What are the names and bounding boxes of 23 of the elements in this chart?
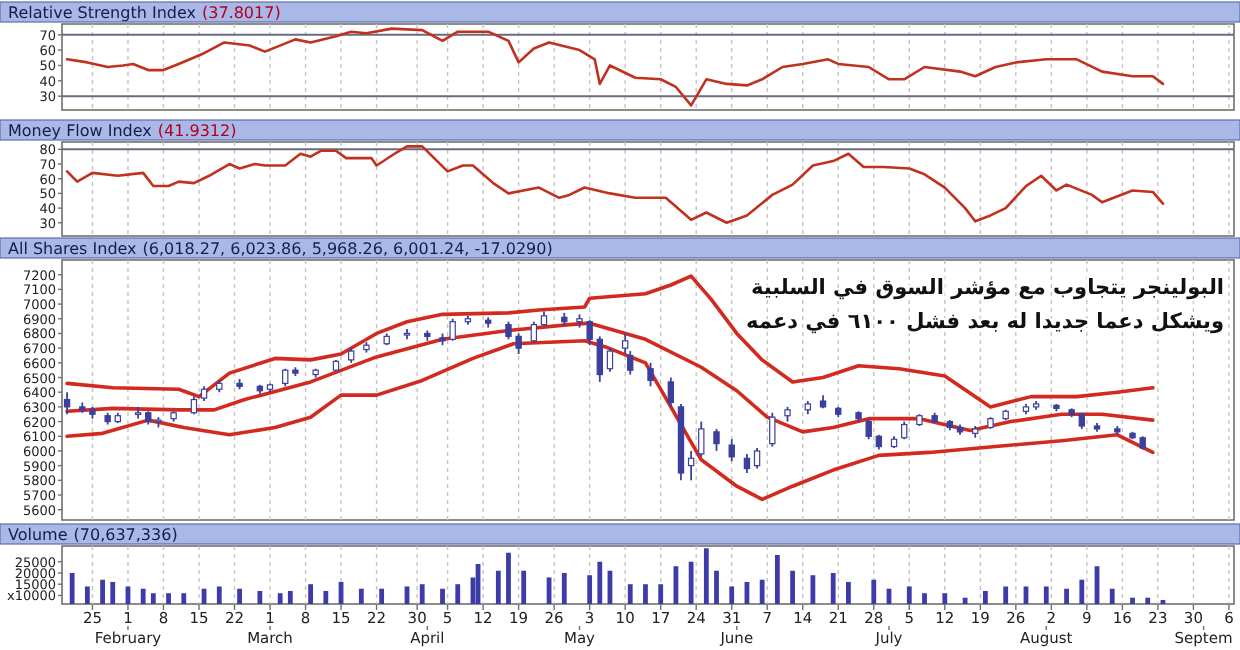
title: All Shares Index: [8, 240, 137, 258]
candlestick: [769, 411, 776, 448]
title: Relative Strength Index: [8, 4, 196, 22]
title: Volume: [8, 526, 68, 544]
candlestick: [865, 417, 872, 441]
candlestick: [530, 320, 538, 344]
candlestick: [687, 450, 695, 482]
candlestick: [713, 428, 720, 452]
subtitle: (37.8017): [201, 4, 281, 22]
title: Money Flow Index: [8, 122, 152, 140]
candlestick: [743, 453, 751, 474]
candlestick: [667, 376, 675, 408]
subtitle: (70,637,336): [73, 526, 178, 544]
candlestick: [728, 438, 735, 463]
candlestick: [753, 447, 761, 470]
subtitle: (41.9312): [157, 122, 237, 140]
candlestick: [698, 420, 705, 458]
subtitle: (6,018.27, 6,023.86, 5,968.26, 6,001.24, -17.0290): [142, 240, 553, 258]
annotation: ويشكل دعما جديدا له بعد فشل ٦١٠٠ في دعمه: [746, 310, 1224, 334]
candlestick: [596, 335, 603, 383]
candlestick: [647, 361, 654, 388]
annotation: البولينجر يتجاوب مع مؤشر السوق في السلبية: [750, 276, 1224, 300]
candlestick: [606, 347, 614, 373]
